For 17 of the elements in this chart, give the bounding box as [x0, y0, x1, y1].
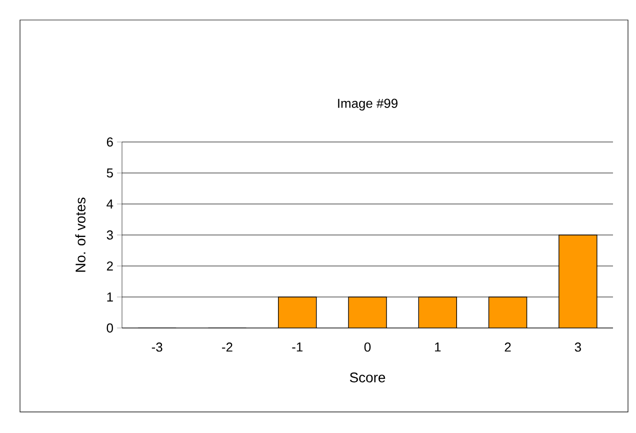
x-tick-label: -2 — [222, 342, 232, 352]
chart-title: Image #99 — [338, 98, 398, 110]
x-tick-label: 2 — [504, 342, 511, 352]
y-tick-label: 3 — [106, 230, 113, 240]
y-tick-label: 0 — [106, 323, 113, 333]
y-tick-label: 2 — [106, 261, 113, 271]
y-tick-label: 6 — [106, 137, 113, 147]
y-tick-label: 5 — [106, 168, 113, 178]
x-tick-label: 1 — [435, 342, 441, 352]
y-tick-label: 1 — [107, 292, 113, 302]
x-tick-label: -1 — [292, 342, 302, 352]
y-tick-label: 4 — [106, 200, 114, 208]
y-axis-title: No. of votes — [75, 198, 86, 272]
x-axis-title: Score — [350, 372, 386, 382]
x-tick-label: 0 — [364, 342, 371, 352]
x-tick-label: 3 — [574, 342, 581, 352]
x-tick-label: -3 — [152, 342, 162, 352]
